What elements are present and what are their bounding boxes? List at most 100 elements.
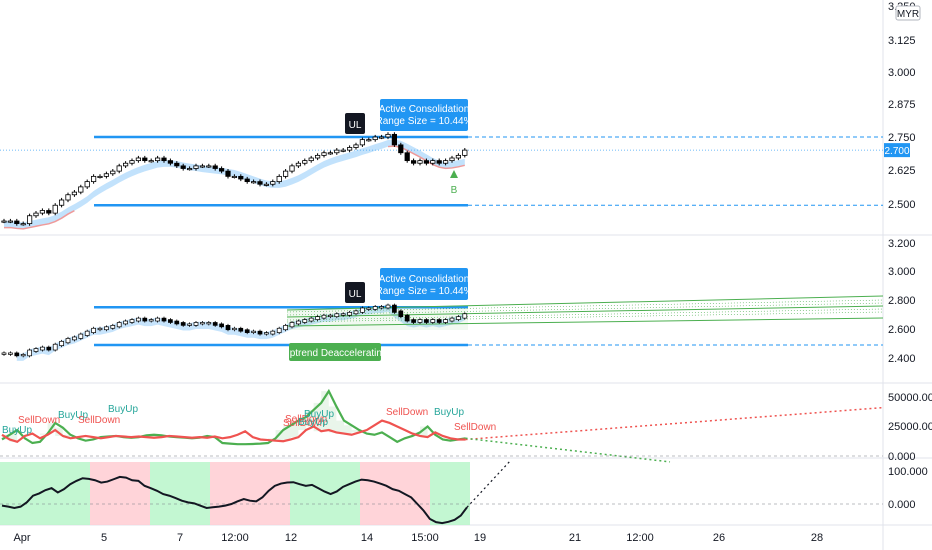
second-candle-body (136, 317, 141, 322)
candle (186, 166, 193, 171)
candle-body (334, 149, 340, 154)
candle (417, 158, 423, 166)
candle (52, 203, 58, 216)
second-candle-body (212, 322, 218, 326)
x-tick-label: 5 (101, 532, 107, 544)
ul-label-box (345, 113, 365, 134)
candle-body (366, 139, 372, 142)
candle-body (26, 215, 33, 225)
candle-body (218, 168, 225, 172)
second-candle (78, 332, 84, 340)
candle (20, 221, 26, 226)
signal-label-sell: SellDown (386, 407, 428, 418)
second-candle (270, 329, 276, 336)
candle (346, 145, 353, 153)
candle (423, 158, 430, 166)
y-tick-label: 3.200 (888, 238, 916, 250)
candle-body (404, 152, 410, 162)
candle (449, 155, 455, 163)
second-candle (404, 313, 410, 323)
second-candle (276, 326, 282, 335)
candle-body (321, 152, 327, 156)
second-candle (430, 318, 436, 324)
second-candle-body (161, 317, 167, 322)
price-badge (884, 143, 910, 158)
second-candle (424, 318, 429, 324)
candle (39, 208, 46, 216)
trend-zone (287, 308, 468, 330)
candle (436, 158, 442, 166)
flow-fill (336, 420, 344, 434)
second-candle (289, 320, 295, 329)
candle-body (276, 175, 282, 183)
x-tick-label: 19 (474, 532, 486, 544)
second-candle-body (462, 313, 468, 319)
candle-body (244, 178, 250, 183)
second-candle (212, 320, 218, 327)
candle-body (385, 133, 391, 138)
candle-body (7, 220, 13, 223)
x-tick-label: 26 (713, 532, 725, 544)
signal-label-sell: SellDown (18, 415, 60, 426)
candle-body (417, 160, 423, 164)
second-candle (238, 326, 244, 333)
second-candle (40, 345, 45, 352)
second-candle-body (276, 327, 282, 333)
second-candle (155, 316, 160, 323)
candle (385, 132, 391, 140)
second-candle-body (59, 340, 64, 347)
candle-body (180, 165, 186, 169)
candle (206, 163, 212, 168)
second-candle (27, 348, 32, 358)
candle-body (442, 160, 449, 164)
candle-body (161, 157, 167, 162)
signal-label-sell: SellDown (285, 414, 327, 425)
second-candle (296, 319, 301, 326)
second-candle (14, 351, 20, 358)
candle-body (33, 212, 39, 217)
second-candle (142, 316, 148, 323)
trend-fan-line (286, 305, 884, 318)
second-range-annotation-line2: (Range Size = 10.44%) (372, 286, 476, 297)
candle (33, 211, 39, 218)
y-tick-label: 2.625 (888, 165, 916, 177)
second-candle-body (180, 322, 186, 326)
flow-fill (154, 435, 162, 438)
flow-fill (328, 406, 337, 433)
y-tick-label: 3.000 (888, 266, 916, 278)
y-tick-label: 0.000 (888, 499, 916, 511)
trend-fan-line (286, 299, 884, 313)
second-candle (206, 320, 212, 326)
osc-zone (0, 462, 90, 525)
y-tick-label: 2.800 (888, 295, 916, 307)
candle-body (59, 199, 65, 206)
second-candle-body (334, 313, 340, 318)
candle (442, 158, 449, 166)
candle (84, 179, 90, 189)
second-candle-body (97, 327, 103, 331)
second-candle (302, 318, 308, 324)
candle (353, 142, 359, 150)
candle-body (257, 181, 263, 185)
second-candle-body (417, 319, 423, 323)
signal-label-sell: SellDown (283, 418, 325, 429)
second-candle (168, 318, 173, 324)
second-candle-body (40, 346, 45, 351)
candle-body (71, 191, 77, 196)
second-candle (65, 336, 71, 345)
candle-body (282, 170, 289, 177)
second-candle (129, 318, 135, 324)
candle (167, 158, 173, 166)
candle (225, 169, 231, 179)
x-tick-label: 14 (361, 532, 373, 544)
second-candle-body (91, 327, 96, 333)
second-candle-body (14, 352, 20, 357)
candle-body (84, 181, 90, 188)
candle-body (346, 147, 353, 151)
osc-zone (290, 462, 360, 525)
currency-badge (895, 5, 921, 21)
candle (231, 174, 237, 179)
candle (308, 155, 314, 163)
second-candle-body (264, 332, 269, 335)
